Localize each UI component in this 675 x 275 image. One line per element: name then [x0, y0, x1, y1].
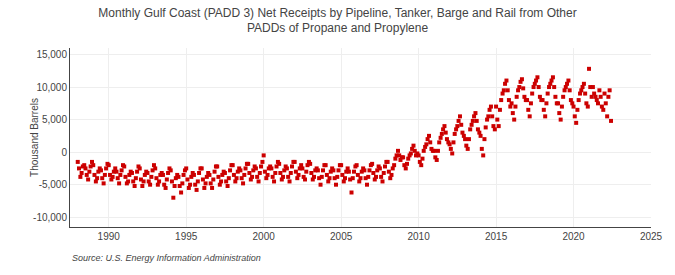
svg-text:5,000: 5,000 [42, 114, 67, 125]
svg-text:Thousand Barrels: Thousand Barrels [29, 98, 40, 177]
svg-text:2025: 2025 [640, 231, 663, 242]
svg-text:-10,000: -10,000 [33, 212, 67, 223]
svg-text:Source: U.S. Energy Informatio: Source: U.S. Energy Information Administ… [72, 253, 261, 263]
svg-text:2010: 2010 [407, 231, 430, 242]
svg-text:2015: 2015 [485, 231, 508, 242]
svg-text:-5,000: -5,000 [39, 179, 68, 190]
svg-text:10,000: 10,000 [36, 82, 67, 93]
svg-text:1990: 1990 [98, 231, 121, 242]
svg-text:2020: 2020 [562, 231, 585, 242]
svg-text:0: 0 [61, 147, 67, 158]
svg-text:2005: 2005 [330, 231, 353, 242]
svg-text:1995: 1995 [175, 231, 198, 242]
svg-text:15,000: 15,000 [36, 49, 67, 60]
svg-text:Monthly Gulf Coast (PADD 3) Ne: Monthly Gulf Coast (PADD 3) Net Receipts… [98, 6, 576, 36]
svg-text:2000: 2000 [253, 231, 276, 242]
